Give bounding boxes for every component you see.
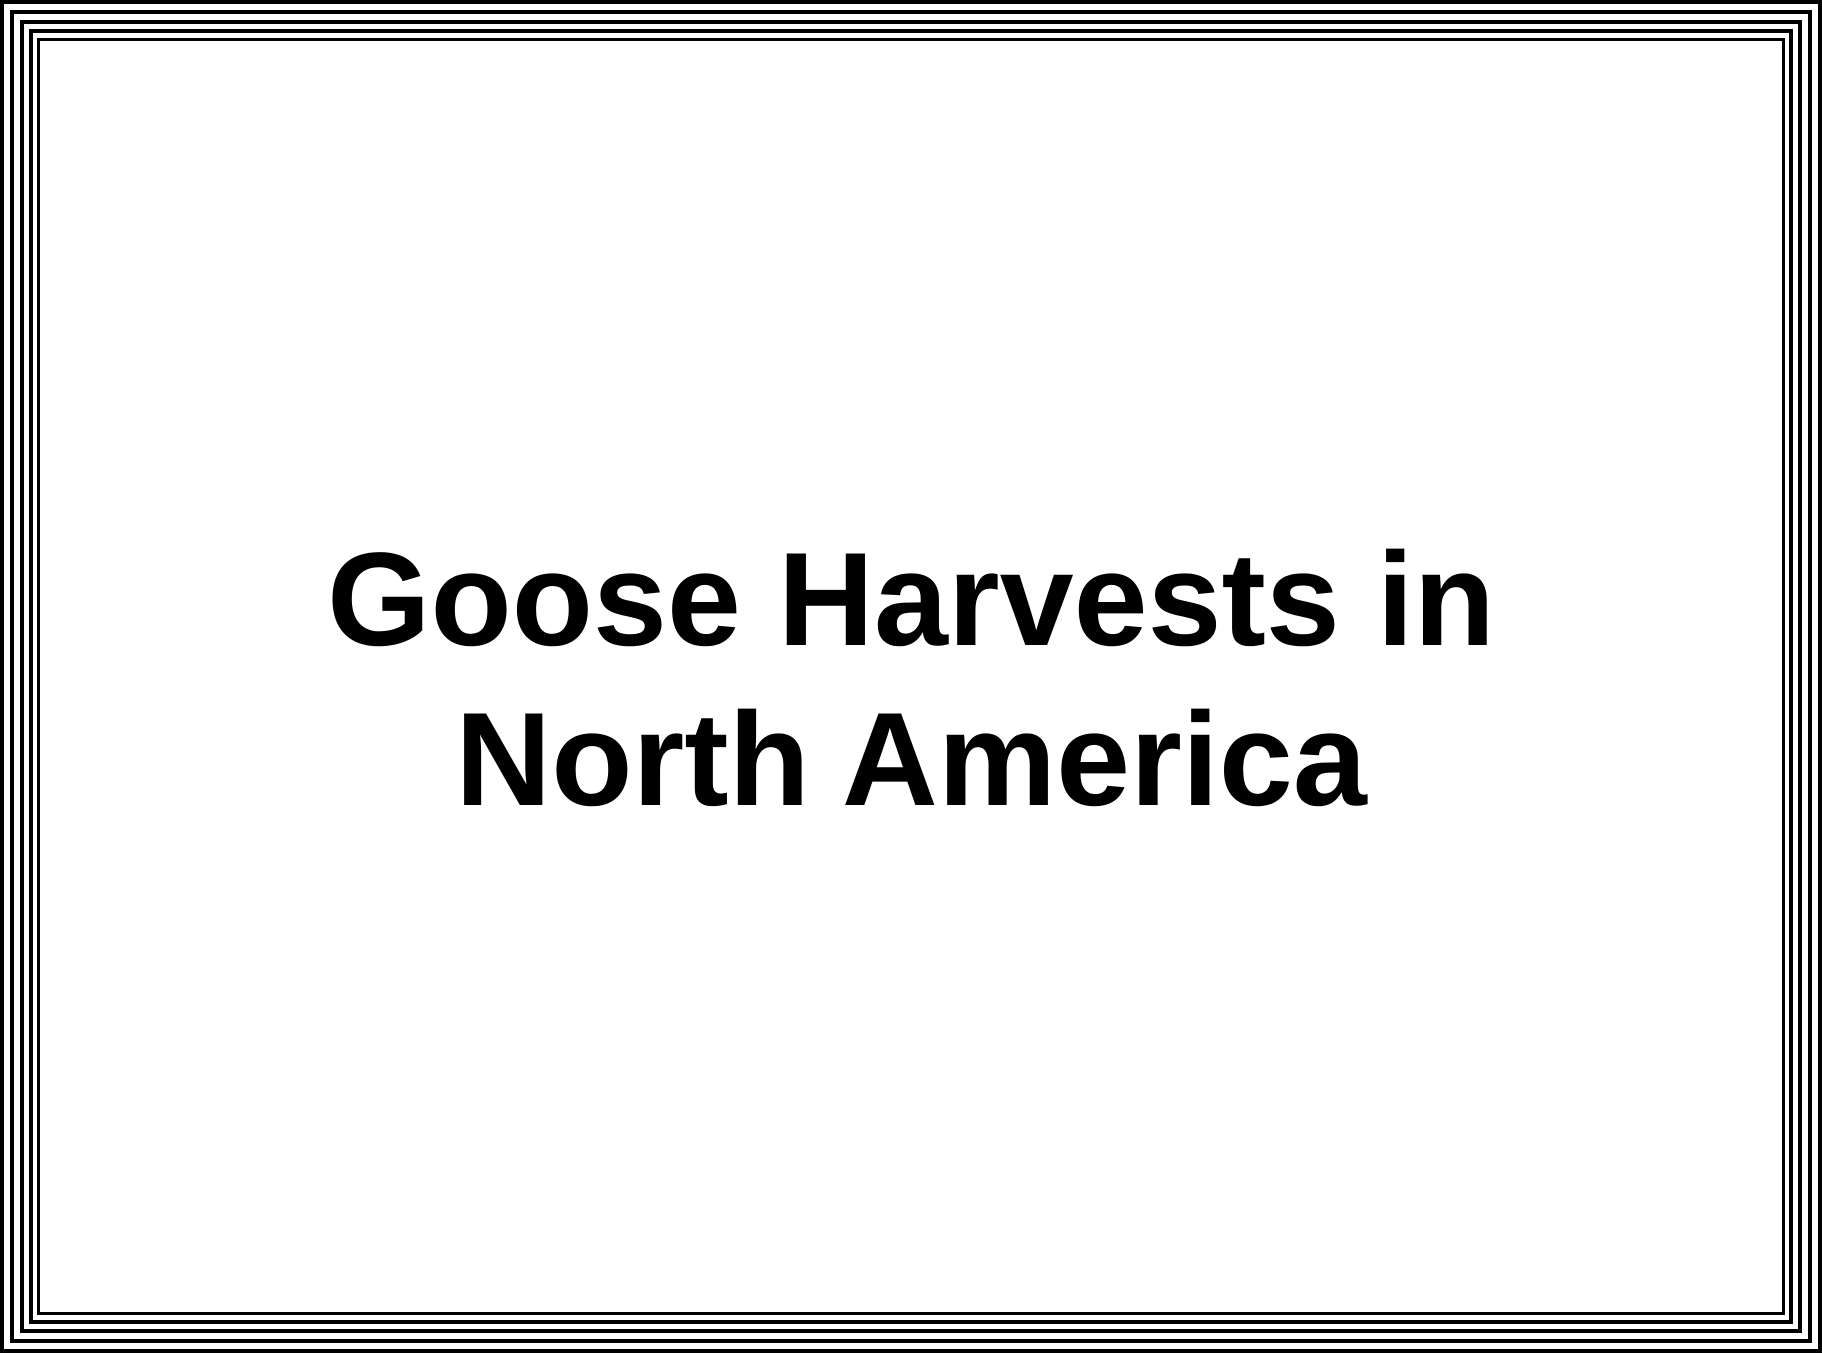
slide-title-line-2: North America (455, 686, 1367, 834)
border-frame-second (10, 10, 1812, 1343)
slide-title-line-1: Goose Harvests in (327, 526, 1495, 674)
border-frame-third (20, 20, 1802, 1333)
slide-title: Goose Harvests in North America (120, 520, 1702, 840)
border-frame-inner (37, 38, 1785, 1315)
border-frame-fourth (29, 29, 1793, 1324)
